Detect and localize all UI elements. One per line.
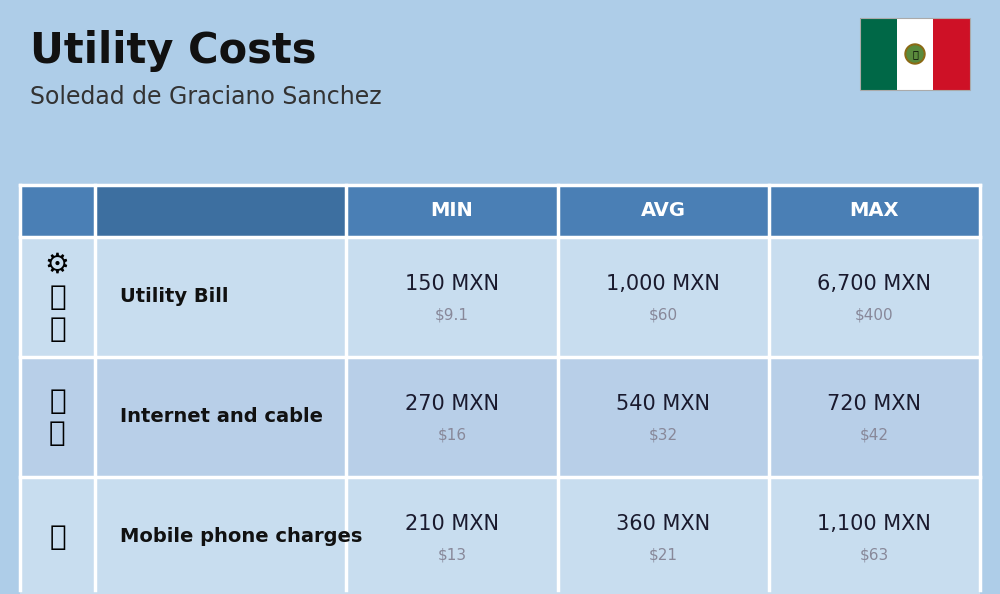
Bar	[20, 185, 95, 237]
Circle shape	[905, 44, 925, 64]
Bar	[20, 477, 980, 594]
Text: Utility Costs: Utility Costs	[30, 30, 316, 72]
Bar	[860, 18, 970, 90]
Bar	[20, 237, 980, 357]
Bar	[933, 18, 970, 90]
Text: 📱: 📱	[49, 523, 66, 551]
Bar	[860, 18, 897, 90]
Text: 210 MXN: 210 MXN	[405, 514, 499, 534]
Text: MIN: MIN	[431, 201, 473, 220]
Text: Utility Bill: Utility Bill	[120, 287, 229, 307]
Text: 540 MXN: 540 MXN	[616, 394, 710, 414]
Text: $16: $16	[437, 428, 467, 443]
Text: 1,100 MXN: 1,100 MXN	[817, 514, 931, 534]
Text: 150 MXN: 150 MXN	[405, 274, 499, 294]
Text: $42: $42	[860, 428, 889, 443]
Text: Soledad de Graciano Sanchez: Soledad de Graciano Sanchez	[30, 85, 382, 109]
Bar	[897, 18, 933, 90]
Text: 720 MXN: 720 MXN	[827, 394, 921, 414]
Text: $60: $60	[649, 308, 678, 323]
Bar	[20, 185, 980, 237]
Text: Internet and cable: Internet and cable	[120, 407, 323, 426]
Text: MAX: MAX	[850, 201, 899, 220]
Text: 1,000 MXN: 1,000 MXN	[606, 274, 720, 294]
Text: 6,700 MXN: 6,700 MXN	[817, 274, 931, 294]
Text: AVG: AVG	[641, 201, 686, 220]
Text: Mobile phone charges: Mobile phone charges	[120, 527, 362, 546]
Text: 270 MXN: 270 MXN	[405, 394, 499, 414]
Text: $32: $32	[649, 428, 678, 443]
Text: $400: $400	[855, 308, 894, 323]
Text: 360 MXN: 360 MXN	[616, 514, 710, 534]
Bar	[20, 357, 980, 477]
Text: 🦅: 🦅	[912, 49, 918, 59]
Circle shape	[907, 46, 923, 62]
Text: $21: $21	[649, 548, 678, 563]
Text: $63: $63	[860, 548, 889, 563]
Text: 📶
🖥️: 📶 🖥️	[49, 387, 66, 447]
Text: $9.1: $9.1	[435, 308, 469, 323]
Bar	[95, 185, 346, 237]
Text: $13: $13	[437, 548, 467, 563]
Text: ⚙️
🔌
💧: ⚙️ 🔌 💧	[45, 251, 70, 343]
